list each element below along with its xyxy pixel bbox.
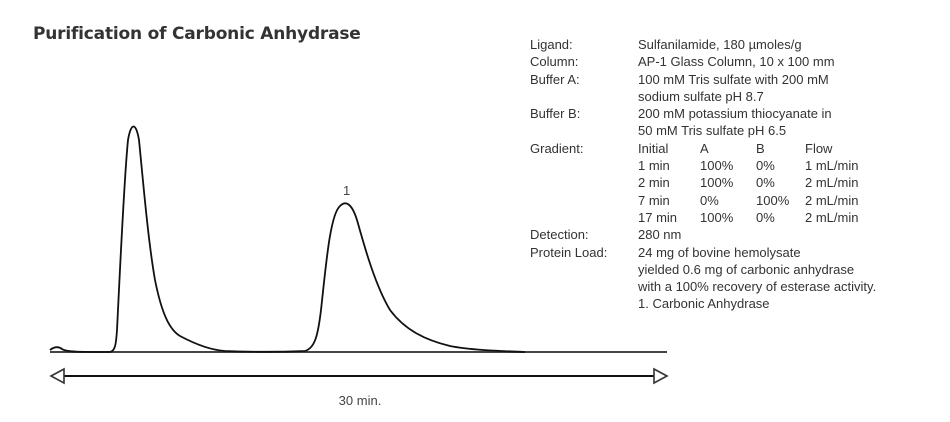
protein-load-line2: yielded 0.6 mg of carbonic anhydrase <box>638 261 855 277</box>
protein-load-row-cont: with a 100% recovery of esterase activit… <box>530 278 876 295</box>
peak-key: 1. Carbonic Anhydrase <box>638 296 770 312</box>
gradient-header: A <box>700 140 709 156</box>
protein-load-row: Protein Load: 24 mg of bovine hemolysate <box>530 244 876 261</box>
column-row: Column: AP-1 Glass Column, 10 x 100 mm <box>530 53 876 70</box>
ligand-label: Ligand: <box>530 37 573 52</box>
buffer-b-value-line1: 200 mM potassium thiocyanate in <box>638 106 832 122</box>
gradient-cell: 0% <box>756 209 775 225</box>
gradient-header: B <box>756 140 765 156</box>
gradient-header: Flow <box>805 140 833 156</box>
buffer-a-value-line2: sodium sulfate pH 8.7 <box>638 88 764 104</box>
detection-row: Detection: 280 nm <box>530 226 876 243</box>
column-value: AP-1 Glass Column, 10 x 100 mm <box>638 54 835 70</box>
detection-value: 280 nm <box>638 227 682 243</box>
detection-label: Detection: <box>530 227 589 243</box>
gradient-cell: 100% <box>756 192 790 208</box>
protein-load-row-cont: yielded 0.6 mg of carbonic anhydrase <box>530 261 876 278</box>
column-label: Column: <box>530 54 579 70</box>
method-info-panel: Ligand: Sulfanilamide, 180 µmoles/g Colu… <box>530 36 876 313</box>
peak-label-1: 1 <box>343 183 350 198</box>
chart-title: Purification of Carbonic Anhydrase <box>33 24 361 44</box>
gradient-cell: 7 min <box>638 192 670 208</box>
gradient-cell: 2 min <box>638 175 670 191</box>
protein-load-line3: with a 100% recovery of esterase activit… <box>638 279 877 295</box>
time-span-label: 30 min. <box>339 393 382 408</box>
buffer-a-row-cont: sodium sulfate pH 8.7 <box>530 88 876 105</box>
gradient-row: Gradient: Initial A B Flow 1 min 100% 0%… <box>530 140 876 226</box>
gradient-cell: 0% <box>756 158 775 174</box>
gradient-cell: 0% <box>700 192 719 208</box>
gradient-table: Initial A B Flow 1 min 100% 0% 1 mL/min … <box>638 140 858 226</box>
buffer-b-value-line2: 50 mM Tris sulfate pH 6.5 <box>638 123 787 139</box>
gradient-cell: 1 min <box>638 158 670 174</box>
peak-key-row: 1. Carbonic Anhydrase <box>530 295 876 312</box>
gradient-cell: 100% <box>700 209 734 225</box>
gradient-cell: 0% <box>756 175 775 191</box>
buffer-a-label: Buffer A: <box>530 71 580 87</box>
gradient-cell: 2 mL/min <box>805 209 859 225</box>
gradient-label: Gradient: <box>530 140 584 156</box>
gradient-cell: 2 mL/min <box>805 192 859 208</box>
ligand-row: Ligand: Sulfanilamide, 180 µmoles/g <box>530 36 876 53</box>
protein-load-label: Protein Load: <box>530 244 608 260</box>
time-span-arrow <box>49 367 669 385</box>
buffer-b-label: Buffer B: <box>530 106 581 122</box>
buffer-b-row-cont: 50 mM Tris sulfate pH 6.5 <box>530 122 876 139</box>
chromatogram-trace <box>49 125 526 353</box>
buffer-a-row: Buffer A: 100 mM Tris sulfate with 200 m… <box>530 71 876 88</box>
protein-load-line1: 24 mg of bovine hemolysate <box>638 244 801 260</box>
gradient-cell: 1 mL/min <box>805 158 859 174</box>
ligand-value: Sulfanilamide, 180 µmoles/g <box>638 37 802 52</box>
gradient-cell: 100% <box>700 158 734 174</box>
gradient-header: Initial <box>638 140 669 156</box>
gradient-cell: 17 min <box>638 209 678 225</box>
buffer-b-row: Buffer B: 200 mM potassium thiocyanate i… <box>530 105 876 122</box>
gradient-cell: 100% <box>700 175 734 191</box>
buffer-a-value-line1: 100 mM Tris sulfate with 200 mM <box>638 71 829 87</box>
gradient-cell: 2 mL/min <box>805 175 859 191</box>
